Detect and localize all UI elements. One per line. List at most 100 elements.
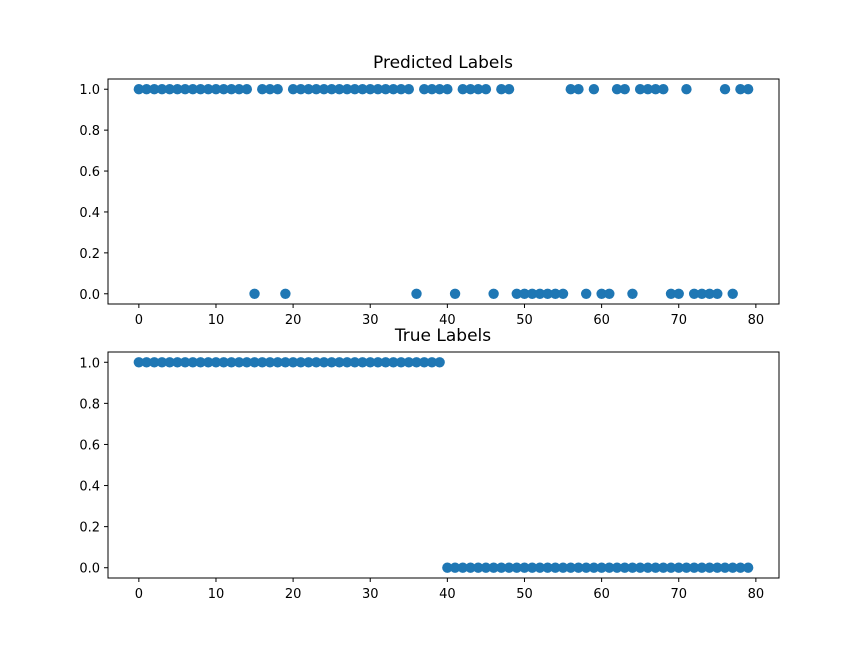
scatter-point [496,84,507,95]
scatter-point [604,288,615,299]
scatter-point [395,357,407,368]
scatter-point [403,357,414,368]
scatter-point [357,84,368,95]
y-tick-label: 0.2 [79,247,100,262]
scatter-point [619,84,630,95]
scatter-point [156,84,168,95]
scatter-point [673,562,684,573]
scatter-point [233,357,245,368]
x-tick-label: 30 [362,587,379,602]
scatter-point [565,84,576,95]
scatter-point [179,84,191,95]
scatter-point [426,357,438,368]
scatter-point [542,288,553,299]
y-tick-label: 0.4 [79,206,100,221]
scatter-point [465,84,476,95]
scatter-point [573,84,584,95]
scatter-point [704,288,715,299]
scatter-point [226,84,237,95]
scatter-point [326,357,337,368]
scatter-point [503,84,515,95]
scatter-point [550,562,561,573]
scatter-point [588,562,600,573]
scatter-point [156,357,168,368]
scatter-point [295,357,307,368]
x-tick-label: 10 [208,587,225,602]
chart-title: Predicted Labels [373,53,513,73]
axes-frame [107,78,780,305]
scatter-point [696,288,708,299]
scatter-point [665,562,677,573]
x-tick-label: 0 [135,587,143,602]
scatter-point [311,84,322,95]
scatter-point [419,357,430,368]
scatter-point [195,84,206,95]
scatter-point [511,562,522,573]
y-tick-label: 1.0 [79,83,100,98]
scatter-point [465,562,476,573]
scatter-point [164,84,175,95]
chart-true-labels: True Labels 0 10 20 30 40 50 60 70 80 0.0 0.2 0.4 0.… [79,326,780,602]
scatter-point [519,562,530,573]
y-tick-label: 0.4 [79,480,100,495]
scatter-point [334,357,345,368]
chart-predicted-labels: Predicted Labels 0 10 20 30 40 50 60 70 80 0.0 0.2… [79,53,780,328]
scatter-point [164,357,175,368]
scatter-point [449,288,461,299]
scatter-point [272,357,283,368]
scatter-points [133,357,754,573]
scatter-point [141,357,152,368]
y-tick-label: 0.6 [79,438,100,453]
scatter-point [372,357,384,368]
scatter-point [673,288,684,299]
scatter-point [203,357,214,368]
scatter-point [365,357,376,368]
scatter-point [388,84,399,95]
scatter-point [742,562,754,573]
scatter-point [149,357,160,368]
scatter-point [241,357,253,368]
scatter-point [473,562,484,573]
scatter-point [426,84,438,95]
scatter-point [634,84,646,95]
scatter-point [287,357,299,368]
x-tick-label: 10 [208,313,225,328]
scatter-point [735,562,746,573]
scatter-point [172,357,183,368]
scatter-point [473,84,484,95]
x-tick-label: 50 [516,587,533,602]
scatter-point [272,84,283,95]
scatter-point [303,357,314,368]
scatter-point [627,288,638,299]
scatter-point [395,84,407,95]
scatter-point [580,562,592,573]
scatter-point [326,84,337,95]
scatter-point [287,84,299,95]
scatter-point [388,357,399,368]
scatter-point [249,357,260,368]
x-tick-label: 40 [439,313,456,328]
scatter-point [264,357,276,368]
scatter-point [249,288,260,299]
tick-group: 0 10 20 30 40 50 60 70 80 0.0 0.2 0.4 0.6 0.8 1.0 [79,83,764,328]
scatter-point [195,357,206,368]
scatter-point [696,562,708,573]
y-tick-label: 0.0 [79,562,100,577]
scatter-point [704,562,715,573]
scatter-point [233,84,245,95]
scatter-point [218,84,229,95]
x-tick-label: 80 [748,313,765,328]
scatter-point [688,288,700,299]
x-tick-label: 50 [516,313,533,328]
scatter-point [434,357,445,368]
scatter-point [365,84,376,95]
scatter-point [442,84,453,95]
scatter-point [341,357,353,368]
scatter-point [727,562,738,573]
scatter-point [419,84,430,95]
scatter-point [480,562,492,573]
y-tick-label: 0.8 [79,397,100,412]
scatter-point [372,84,384,95]
